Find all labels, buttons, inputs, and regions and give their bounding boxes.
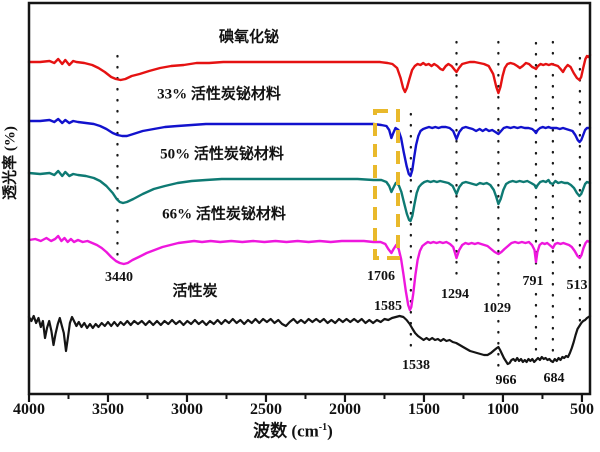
series-label-ac50: 50% 活性炭铋材料 [160,146,284,163]
peak-annotation-1585: 1585 [374,299,402,314]
peak-annotation-684: 684 [543,371,565,386]
x-axis-title-close: ) [327,421,333,441]
x-tick-label-2500: 2500 [249,401,282,418]
x-axis-title-main: 波数 (cm [253,421,319,441]
x-tick-label-1000: 1000 [486,401,519,418]
spectrum-curve-ac33 [27,117,592,178]
x-tick-label-4000: 4000 [13,401,45,418]
x-tick-label-500: 500 [569,401,594,418]
x-tick-label-1500: 1500 [407,401,440,418]
series-label-ac: 活性炭 [172,283,218,300]
peak-annotation-1706: 1706 [367,269,395,284]
x-axis-title: 波数 (cm-1) [253,421,333,441]
series-label-ac33: 33% 活性炭铋材料 [157,86,281,103]
peak-annotation-1029: 1029 [483,301,511,316]
x-tick-label-3500: 3500 [91,401,124,418]
plot-border [27,1,592,396]
spectrum-curve-ac66 [27,234,592,312]
spectrum-curve-bioi [27,53,592,95]
peak-annotation-791: 791 [522,274,544,289]
peak-annotation-966: 966 [495,373,517,388]
highlight-box-1706-1585 [373,109,400,260]
peak-annotation-513: 513 [566,278,588,293]
series-label-bioi: 碘氧化铋 [218,29,280,46]
series-label-ac66: 66% 活性炭铋材料 [162,206,286,223]
x-axis-title-exponent: -1 [318,421,328,433]
peak-annotation-3440: 3440 [105,270,133,285]
spectrum-curve-ac [27,314,592,366]
y-axis-title: 透光率 (%) [2,126,19,200]
spectrum-curve-ac50 [27,169,592,223]
peak-annotation-1294: 1294 [441,287,469,302]
x-tick-label-2000: 2000 [328,401,361,418]
peak-annotation-1538: 1538 [402,358,430,373]
x-tick-label-3000: 3000 [170,401,203,418]
